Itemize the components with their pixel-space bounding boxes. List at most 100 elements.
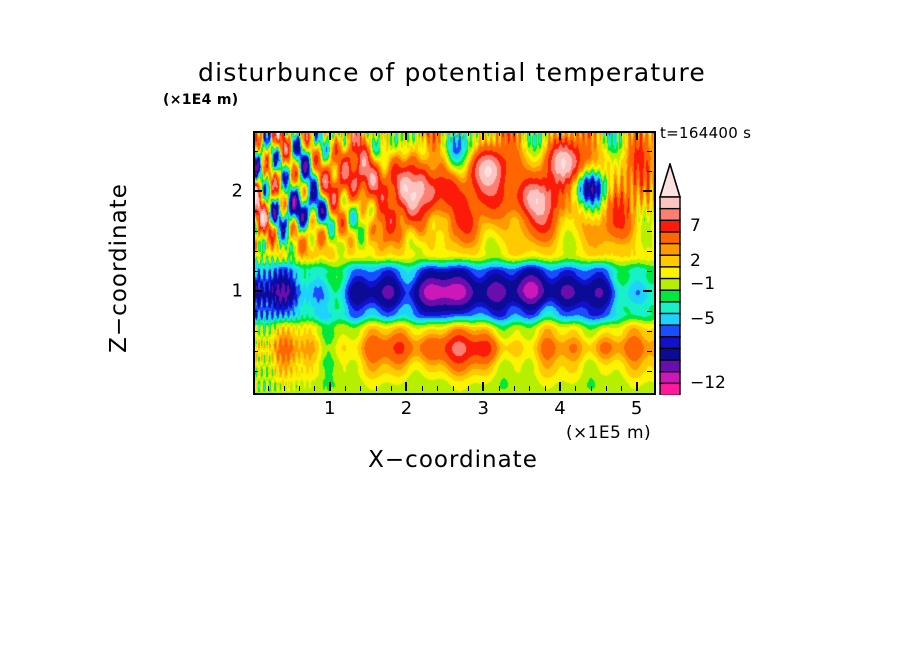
time-annotation: t=164400 s (660, 124, 752, 142)
x-axis-tick-label: 2 (400, 398, 413, 419)
axis-tick (544, 131, 546, 136)
axis-tick (647, 371, 652, 372)
axis-tick (328, 382, 331, 391)
x-axis-tick-label: 3 (477, 398, 489, 419)
axis-tick (283, 131, 285, 136)
axis-tick (647, 231, 652, 232)
colorbar-band (659, 359, 681, 373)
colorbar-tick-label: −12 (690, 373, 726, 394)
axis-tick (513, 386, 515, 391)
axis-tick (391, 131, 393, 136)
axis-tick (544, 386, 546, 391)
axis-tick (590, 131, 592, 136)
colorbar-band (659, 312, 681, 327)
axis-tick (314, 386, 316, 391)
contour-field (255, 133, 654, 393)
axis-tick (498, 131, 500, 136)
axis-tick (405, 131, 408, 140)
z-axis-unit-label: (×1E4 m) (163, 92, 239, 108)
colorbar-extend-arrow (658, 163, 682, 198)
axis-tick (529, 386, 531, 391)
axis-tick (643, 290, 652, 292)
axis-tick (268, 386, 270, 391)
axis-tick (635, 382, 638, 391)
axis-tick (647, 151, 652, 152)
contour-plot-area (253, 131, 656, 395)
axis-tick (647, 271, 652, 272)
axis-tick (558, 382, 561, 391)
colorbar-band (659, 219, 681, 234)
colorbar-tick-label: −1 (690, 274, 716, 295)
y-axis-tick-label: 1 (231, 280, 243, 302)
axis-tick (643, 190, 652, 192)
axis-tick (482, 131, 485, 140)
x-axis-tick-label: 1 (323, 398, 336, 419)
axis-tick (647, 211, 652, 212)
axis-tick (328, 131, 331, 140)
axis-tick (498, 386, 500, 391)
axis-tick (647, 331, 652, 332)
axis-tick (635, 131, 638, 140)
axis-tick (253, 251, 258, 252)
axis-tick (513, 131, 515, 136)
axis-tick (360, 131, 362, 136)
x-axis-title: X−coordinate (368, 447, 538, 473)
colorbar-band (659, 266, 681, 280)
colorbar-band (659, 207, 681, 222)
colorbar-band (659, 289, 681, 303)
axis-tick (375, 386, 377, 391)
axis-tick (467, 131, 469, 136)
axis-tick (575, 386, 577, 391)
axis-tick (283, 386, 285, 391)
colorbar-band (659, 196, 681, 210)
x-axis-unit-label: (×1E5 m) (566, 423, 652, 443)
colorbar-tick-label: 2 (690, 251, 701, 272)
axis-tick (647, 351, 652, 352)
axis-tick (647, 171, 652, 172)
axis-tick (621, 386, 623, 391)
axis-tick (299, 386, 301, 391)
axis-tick (360, 386, 362, 391)
page-title: disturbunce of potential temperature (198, 58, 706, 87)
axis-tick (421, 386, 423, 391)
axis-tick (647, 311, 652, 312)
axis-tick (421, 131, 423, 136)
axis-tick (467, 386, 469, 391)
axis-tick (621, 131, 623, 136)
colorbar-band (659, 347, 681, 362)
colorbar-band (659, 231, 681, 245)
axis-tick (253, 331, 258, 332)
colorbar-band (659, 277, 681, 292)
axis-tick (558, 131, 561, 140)
axis-tick (482, 382, 485, 391)
axis-tick (299, 131, 301, 136)
axis-tick (405, 382, 408, 391)
colorbar-band (659, 301, 681, 315)
axis-tick (452, 386, 454, 391)
colorbar (658, 163, 682, 395)
x-axis-tick-label: 5 (630, 398, 643, 419)
colorbar-band (659, 336, 681, 350)
axis-tick (437, 386, 439, 391)
axis-tick (590, 386, 592, 391)
x-axis-tick-label: 4 (554, 398, 566, 419)
axis-tick (314, 131, 316, 136)
axis-tick (253, 271, 258, 272)
axis-tick (253, 290, 262, 292)
colorbar-band (659, 254, 681, 268)
axis-tick (605, 131, 607, 136)
axis-tick (253, 171, 258, 172)
y-axis-tick-label: 2 (231, 180, 243, 202)
colorbar-band (659, 324, 681, 338)
axis-tick (253, 311, 258, 312)
axis-tick (253, 371, 258, 372)
colorbar-tick-label: −5 (690, 309, 716, 330)
axis-tick (253, 211, 258, 212)
axis-tick (647, 251, 652, 252)
axis-tick (575, 131, 577, 136)
colorbar-band (659, 382, 681, 395)
axis-tick (437, 131, 439, 136)
axis-tick (345, 131, 347, 136)
axis-tick (253, 190, 262, 192)
